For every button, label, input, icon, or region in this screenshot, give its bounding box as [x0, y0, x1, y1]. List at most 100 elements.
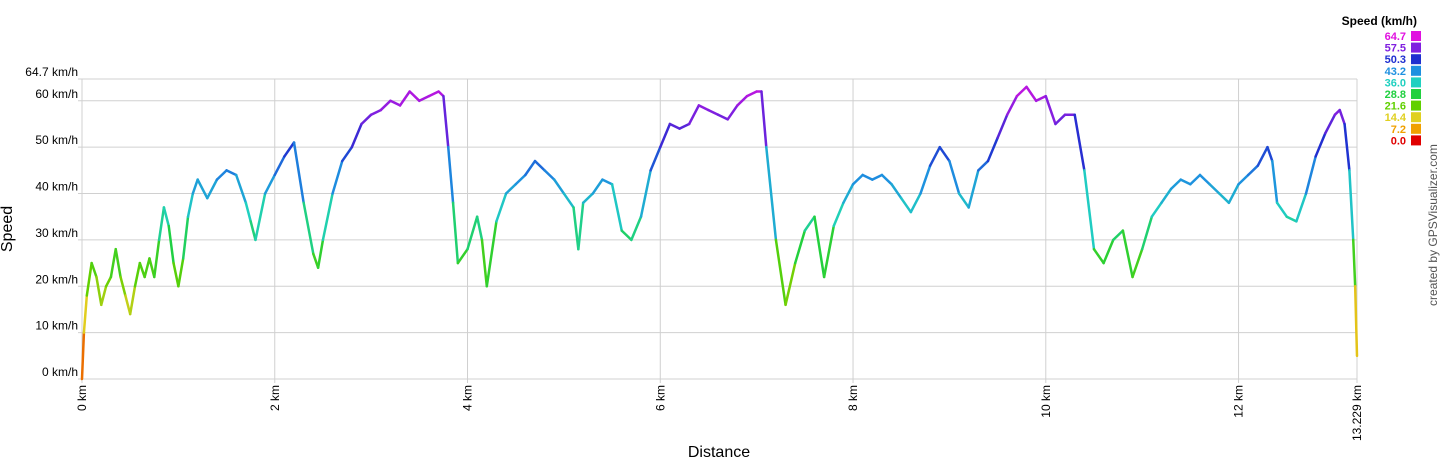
speed-segment: [639, 169, 652, 218]
speed-segment: [418, 94, 431, 103]
speed-segment: [456, 247, 469, 265]
speed-segment: [1271, 159, 1279, 205]
speed-segment: [100, 285, 108, 307]
y-tick-label: 50 km/h: [35, 133, 78, 147]
speed-segment: [234, 173, 248, 205]
legend-label: 0.0: [1391, 135, 1406, 147]
speed-segment: [82, 294, 89, 334]
speed-segment: [480, 238, 489, 288]
legend-swatch: [1411, 89, 1421, 99]
speed-segment: [475, 215, 484, 242]
speed-segment: [919, 164, 932, 195]
speed-segment: [716, 113, 729, 121]
legend-swatch: [1411, 112, 1421, 123]
speed-segment: [181, 215, 190, 260]
speed-segment: [1304, 155, 1317, 195]
legend-label: 28.8: [1385, 89, 1406, 101]
speed-segment: [1054, 113, 1067, 126]
speed-segment: [1044, 94, 1057, 126]
x-tick-label: 2 km: [268, 385, 282, 411]
speed-segment: [1266, 145, 1274, 163]
speed-segment: [880, 173, 893, 186]
speed-segment: [302, 201, 315, 256]
speed-segment: [196, 178, 209, 200]
speed-segment: [861, 173, 874, 181]
x-tick-label: 0 km: [75, 385, 89, 411]
speed-segment: [1073, 113, 1086, 172]
speed-segment: [1343, 122, 1351, 172]
x-tick-label: 10 km: [1039, 385, 1053, 418]
speed-segment: [157, 206, 166, 242]
speed-segment: [996, 113, 1009, 140]
x-tick-label: 4 km: [461, 385, 475, 411]
speed-segment: [562, 192, 575, 209]
speed-segment: [697, 104, 710, 112]
speed-segment: [379, 99, 392, 112]
speed-segment: [524, 159, 537, 177]
speed-segment: [1208, 183, 1221, 195]
y-tick-label: 30 km/h: [35, 226, 78, 240]
legend-title: Speed (km/h): [1342, 14, 1417, 28]
speed-segment: [1348, 169, 1355, 242]
y-axis-label: Speed: [0, 206, 16, 252]
x-axis-label: Distance: [688, 444, 750, 460]
speed-segment: [504, 183, 517, 195]
speed-segment: [765, 145, 778, 242]
speed-segment: [851, 173, 864, 186]
legend-label: 7.2: [1391, 124, 1406, 136]
legend-label: 50.3: [1385, 54, 1406, 66]
speed-segment: [350, 122, 363, 149]
speed-segment: [162, 206, 170, 228]
speed-segment: [1353, 285, 1359, 358]
speed-segment: [822, 224, 836, 279]
speed-segment: [172, 261, 180, 288]
speed-segment: [986, 136, 999, 163]
speed-segment: [977, 159, 990, 172]
speed-segment: [659, 122, 672, 149]
speed-segment: [191, 178, 199, 195]
speed-segment: [1338, 108, 1346, 126]
speed-segment: [283, 141, 296, 158]
x-tick-label: 12 km: [1232, 385, 1246, 418]
speed-segment: [1246, 164, 1260, 177]
speed-segment: [1256, 145, 1269, 167]
legend-swatch: [1411, 135, 1421, 146]
speed-segment: [360, 113, 373, 126]
speed-segment: [442, 94, 450, 149]
speed-segment: [427, 90, 440, 98]
speed-segment: [1150, 201, 1163, 218]
speed-segment: [1189, 173, 1202, 186]
speed-segment: [1324, 113, 1337, 135]
speed-segment: [1121, 229, 1134, 279]
speed-segment: [668, 122, 681, 130]
speed-segment: [909, 192, 922, 214]
speed-segment: [167, 224, 175, 265]
legend-swatch: [1411, 77, 1421, 88]
speed-segment: [736, 94, 749, 107]
speed-segment: [331, 159, 344, 195]
y-tick-label: 20 km/h: [35, 272, 78, 286]
speed-segment: [446, 145, 455, 205]
speed-segment: [206, 178, 219, 200]
speed-segment: [610, 183, 623, 232]
speed-segment: [1140, 215, 1154, 251]
speed-segment: [1314, 132, 1327, 158]
speed-segment: [128, 285, 137, 316]
x-tick-label: 8 km: [846, 385, 860, 411]
legend-label: 21.6: [1385, 101, 1406, 113]
speed-segment: [1092, 247, 1105, 265]
y-tick-label: 0 km/h: [42, 365, 78, 379]
speed-segment: [408, 90, 421, 103]
speed-segment: [543, 169, 556, 181]
speed-segment: [581, 192, 595, 205]
speed-segment: [938, 145, 951, 163]
y-tick-label: 60 km/h: [35, 87, 78, 101]
x-tick-label: 6 km: [653, 385, 667, 411]
speed-segment: [899, 196, 913, 214]
speed-segment: [601, 178, 614, 186]
speed-segment: [249, 220, 257, 242]
y-tick-label: 40 km/h: [35, 180, 78, 194]
speed-segment: [957, 192, 970, 209]
legend-label: 43.2: [1385, 66, 1406, 78]
